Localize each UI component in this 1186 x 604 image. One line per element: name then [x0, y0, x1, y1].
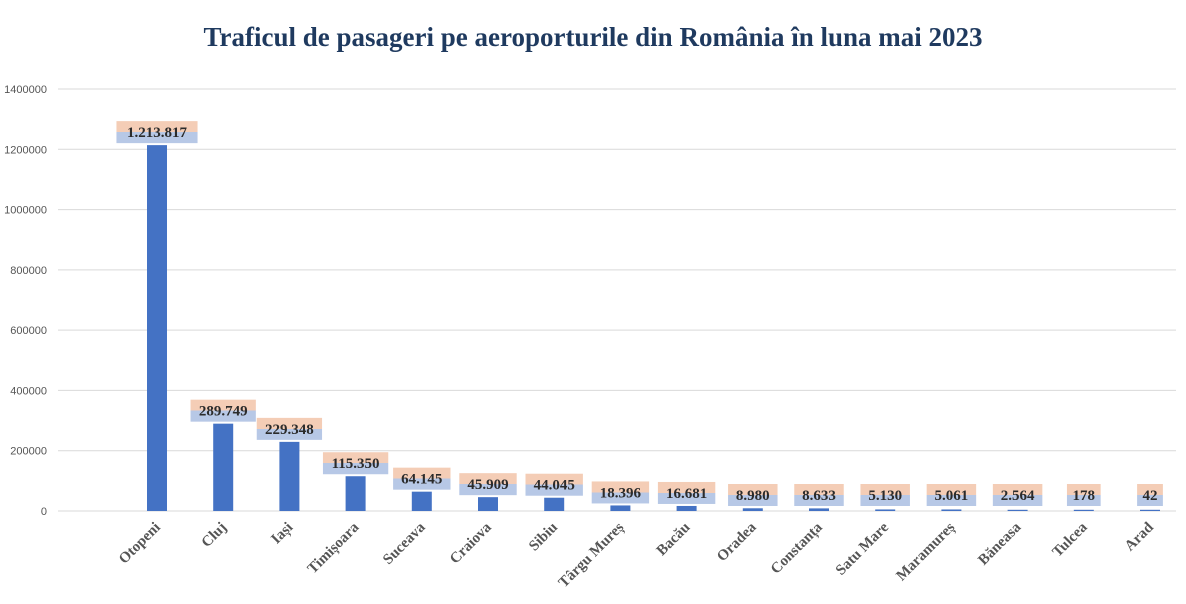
y-tick-label: 1000000 — [4, 205, 47, 217]
data-label: 178 — [1073, 488, 1096, 504]
y-tick-label: 1200000 — [4, 144, 47, 156]
bar — [875, 509, 896, 511]
x-tick-label: Maramureș — [893, 519, 958, 584]
data-label: 5.061 — [935, 488, 969, 504]
data-label-background — [926, 484, 977, 506]
data-label-background — [525, 473, 583, 496]
data-label-background — [322, 452, 389, 475]
bar — [1007, 509, 1028, 511]
bar — [147, 145, 167, 511]
x-tick-label: Suceava — [380, 519, 429, 568]
data-label: 42 — [1143, 488, 1158, 504]
bar — [544, 497, 565, 511]
y-tick-label: 400000 — [10, 385, 47, 397]
data-label: 289.749 — [199, 404, 248, 420]
data-label: 8.633 — [802, 488, 836, 504]
data-label-background — [1066, 484, 1101, 506]
x-tick-label: Tulcea — [1050, 519, 1091, 560]
bar — [941, 509, 962, 511]
y-tick-label: 0 — [41, 506, 47, 518]
x-tick-label: Târgu Mureș — [556, 519, 628, 591]
x-tick-label: Otopeni — [116, 520, 164, 568]
bar — [279, 441, 300, 511]
x-tick-label: Bacău — [654, 520, 694, 560]
bar — [809, 508, 829, 511]
grid-lines — [58, 88, 1176, 512]
data-label: 44.045 — [534, 478, 575, 494]
data-label-background — [190, 399, 256, 422]
data-label-background — [657, 481, 716, 504]
data-label: 64.145 — [401, 472, 442, 488]
x-tick-label: Constanța — [768, 519, 826, 577]
bar — [213, 423, 234, 511]
x-tick-label: Oradea — [714, 519, 760, 565]
y-tick-label: 200000 — [10, 446, 47, 458]
x-tick-label: Cluj — [199, 520, 230, 551]
data-label: 2.564 — [1001, 488, 1035, 504]
data-label-background — [992, 484, 1043, 506]
bar — [610, 505, 631, 511]
bar — [345, 476, 366, 511]
data-label: 1.213.817 — [127, 125, 188, 141]
y-axis-tick-labels: 0 200000 400000 600000 800000 1000000 1200000 1… — [4, 84, 47, 518]
data-label-background — [459, 473, 517, 496]
x-tick-label: Craiova — [447, 519, 495, 567]
data-label-background — [591, 481, 650, 504]
x-axis-tick-labels: Otopeni Cluj Iași Timișoara Suceava Craiova Si… — [116, 519, 1157, 591]
data-label: 45.909 — [467, 477, 508, 493]
data-label-background — [256, 417, 323, 440]
x-tick-label: Timișoara — [305, 519, 363, 577]
data-label-background — [1137, 484, 1163, 506]
data-label-background — [794, 484, 844, 506]
y-tick-label: 600000 — [10, 325, 47, 337]
data-label: 229.348 — [265, 422, 314, 438]
bars — [147, 145, 1160, 511]
bar — [1140, 509, 1160, 511]
data-label-background — [393, 467, 451, 490]
bar — [411, 491, 432, 511]
bar — [676, 505, 697, 511]
bar — [478, 497, 498, 511]
data-label-background — [116, 121, 198, 144]
data-label: 5.130 — [868, 488, 902, 504]
y-tick-label: 1400000 — [4, 84, 47, 96]
x-tick-label: Băneasa — [975, 519, 1024, 568]
data-label: 8.980 — [736, 488, 770, 504]
data-label: 115.350 — [332, 456, 380, 472]
chart-title: Traficul de pasageri pe aeroporturile di… — [203, 22, 982, 52]
x-tick-label: Arad — [1122, 519, 1157, 554]
data-label-background — [860, 484, 910, 506]
data-label: 18.396 — [600, 485, 642, 501]
y-tick-label: 800000 — [10, 265, 47, 277]
bar — [742, 508, 763, 511]
data-label-background — [728, 484, 778, 506]
x-tick-label: Sibiu — [526, 520, 561, 555]
data-label: 16.681 — [666, 486, 707, 502]
x-tick-label: Satu Mare — [833, 519, 892, 578]
data-labels: 1.213.817 289.749 229.348 115.350 64.145 45.9… — [116, 121, 1163, 506]
x-tick-label: Iași — [268, 520, 296, 548]
bar — [1073, 509, 1094, 511]
